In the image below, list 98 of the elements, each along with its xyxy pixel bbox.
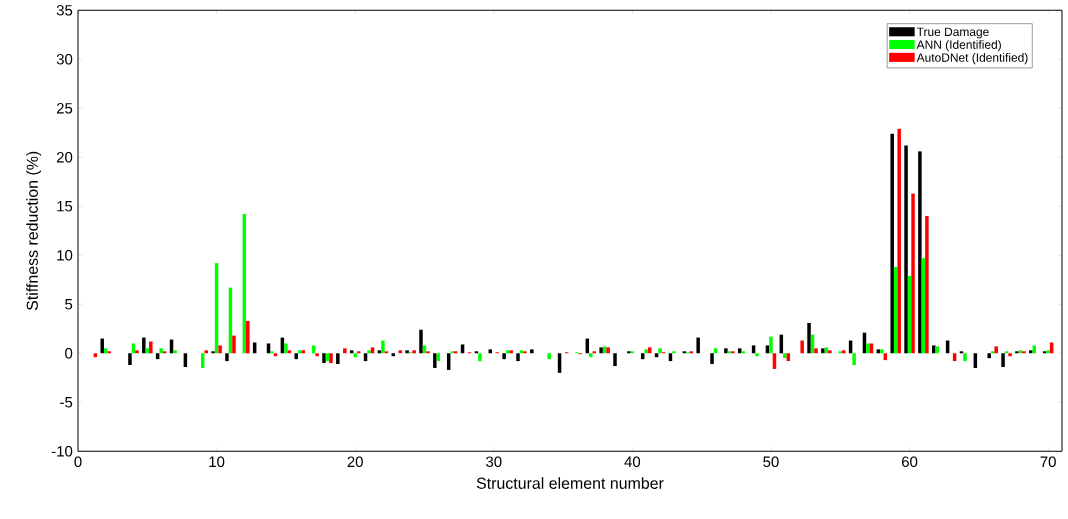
y-tick-label: 5	[65, 298, 73, 310]
bar	[128, 353, 132, 365]
bar	[377, 350, 382, 354]
bar	[159, 348, 163, 354]
bar	[821, 348, 825, 354]
x-tick-label: 40	[624, 456, 641, 467]
bar	[509, 350, 513, 354]
bar	[349, 350, 354, 354]
bar	[516, 353, 520, 361]
bar	[336, 353, 340, 364]
bar	[842, 350, 846, 354]
x-tick-label: 60	[902, 456, 918, 467]
bar	[412, 350, 416, 354]
bar	[1001, 353, 1005, 367]
bar	[433, 353, 437, 368]
bar	[606, 347, 610, 354]
bar	[613, 353, 617, 366]
bar	[1029, 350, 1033, 354]
bar	[367, 350, 371, 354]
bar	[987, 353, 991, 359]
bar	[218, 345, 222, 354]
bar	[658, 348, 662, 354]
bar	[502, 353, 506, 360]
bar	[1008, 353, 1012, 357]
bar	[828, 350, 832, 354]
bar	[142, 337, 146, 354]
bar	[505, 350, 510, 354]
bar	[1018, 350, 1023, 354]
y-tick-label: 15	[57, 200, 73, 212]
y-tick-label: -5	[60, 396, 73, 408]
bar	[783, 353, 787, 359]
bar	[755, 353, 759, 357]
legend-label: AutoDNet (Identified)	[916, 52, 1028, 65]
bar	[963, 353, 967, 361]
bar	[880, 349, 884, 354]
bar	[994, 346, 998, 354]
y-tick-label: -10	[51, 445, 73, 457]
bar	[897, 128, 901, 354]
bar	[315, 353, 319, 357]
bar	[710, 353, 714, 364]
x-axis-title: Structural element number	[476, 477, 664, 489]
bar	[204, 350, 208, 354]
x-tick-label: 70	[1040, 456, 1056, 467]
bar	[225, 353, 229, 361]
bar	[890, 133, 894, 354]
bar	[287, 350, 292, 354]
bar	[800, 340, 804, 354]
bar	[398, 350, 403, 354]
bar	[343, 348, 347, 354]
bar	[381, 340, 385, 354]
bar	[911, 193, 915, 354]
bar	[284, 343, 288, 354]
bar	[547, 353, 551, 360]
bar	[918, 151, 922, 354]
bar	[273, 353, 278, 357]
x-tick-label: 0	[74, 456, 82, 467]
bar	[852, 353, 856, 365]
x-tick-label: 50	[763, 456, 779, 467]
bar	[149, 341, 153, 354]
y-tick-label: 0	[65, 347, 73, 359]
bar	[246, 320, 250, 354]
bar	[353, 353, 357, 358]
x-tick-label: 20	[347, 456, 363, 467]
bar	[925, 215, 929, 354]
bar	[329, 353, 333, 363]
bar	[724, 348, 728, 354]
bar	[807, 322, 811, 354]
bar	[294, 353, 298, 360]
legend-label: ANN (Identified)	[916, 40, 1001, 52]
bar	[173, 350, 177, 354]
y-tick-label: 20	[56, 151, 73, 163]
x-tick-label: 30	[486, 456, 502, 467]
bar	[232, 335, 236, 354]
bar	[478, 353, 482, 361]
bar	[391, 353, 396, 357]
bar	[866, 343, 870, 354]
x-tick-label: 10	[209, 456, 225, 467]
bar	[814, 348, 818, 354]
legend-label: True Damage	[916, 27, 989, 39]
bar	[696, 337, 700, 354]
bar	[599, 347, 603, 354]
bar	[419, 329, 423, 354]
bar	[1046, 350, 1050, 354]
y-tick-label: 30	[56, 53, 73, 65]
bar	[904, 145, 908, 354]
bar	[405, 350, 409, 354]
y-tick-label: 10	[57, 249, 73, 261]
bar	[322, 353, 326, 363]
y-axis-title: Stiffness reduction (%)	[26, 151, 42, 310]
bar	[644, 349, 648, 354]
bar	[135, 350, 139, 354]
bar	[530, 349, 534, 354]
bar	[769, 336, 773, 354]
bar	[519, 350, 524, 354]
y-tick-label: 25	[56, 102, 73, 114]
bar	[589, 353, 593, 358]
y-tick-label: 35	[56, 4, 73, 16]
bar	[100, 338, 104, 354]
